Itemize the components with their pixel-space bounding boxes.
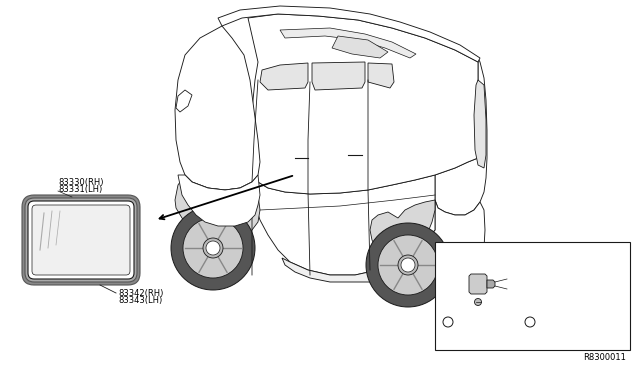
- Polygon shape: [176, 90, 192, 112]
- Text: 83501X(LH): 83501X(LH): [510, 285, 557, 295]
- Text: (4): (4): [547, 326, 558, 334]
- Polygon shape: [474, 80, 486, 168]
- Circle shape: [203, 238, 223, 258]
- Polygon shape: [332, 36, 388, 58]
- Bar: [435, 242, 630, 350]
- Text: 08911-1062G: 08911-1062G: [454, 315, 506, 324]
- FancyBboxPatch shape: [25, 198, 137, 282]
- Circle shape: [474, 298, 481, 305]
- FancyBboxPatch shape: [32, 205, 130, 275]
- Text: 08146-6202H: 08146-6202H: [536, 315, 588, 324]
- Text: 83343(LH): 83343(LH): [118, 296, 163, 305]
- Polygon shape: [422, 258, 484, 288]
- Polygon shape: [218, 6, 480, 62]
- Polygon shape: [282, 250, 420, 282]
- Text: (2): (2): [457, 326, 468, 334]
- Text: 83500X(RH): 83500X(RH): [510, 276, 558, 285]
- Polygon shape: [415, 200, 485, 272]
- Polygon shape: [487, 280, 495, 288]
- Text: 83342(RH): 83342(RH): [118, 289, 163, 298]
- Polygon shape: [312, 62, 365, 90]
- Polygon shape: [178, 175, 260, 226]
- Polygon shape: [368, 63, 394, 88]
- Circle shape: [206, 241, 220, 255]
- Polygon shape: [280, 28, 416, 58]
- Text: 83330(RH): 83330(RH): [58, 178, 104, 187]
- FancyBboxPatch shape: [28, 201, 134, 279]
- Circle shape: [366, 223, 450, 307]
- Circle shape: [398, 255, 418, 275]
- Circle shape: [171, 206, 255, 290]
- FancyBboxPatch shape: [22, 195, 140, 285]
- Text: N: N: [445, 320, 451, 324]
- Circle shape: [378, 235, 438, 295]
- Polygon shape: [175, 175, 260, 238]
- Polygon shape: [260, 63, 308, 90]
- Text: R8300011: R8300011: [583, 353, 626, 362]
- Polygon shape: [250, 162, 435, 275]
- Circle shape: [401, 258, 415, 272]
- Text: F/POWER OPTION: F/POWER OPTION: [440, 247, 515, 256]
- Text: S: S: [528, 320, 532, 324]
- Circle shape: [183, 218, 243, 278]
- Polygon shape: [469, 274, 487, 294]
- Text: 83331(LH): 83331(LH): [58, 185, 102, 194]
- Polygon shape: [175, 26, 260, 190]
- Polygon shape: [435, 58, 487, 215]
- Polygon shape: [370, 200, 435, 255]
- Polygon shape: [248, 14, 478, 194]
